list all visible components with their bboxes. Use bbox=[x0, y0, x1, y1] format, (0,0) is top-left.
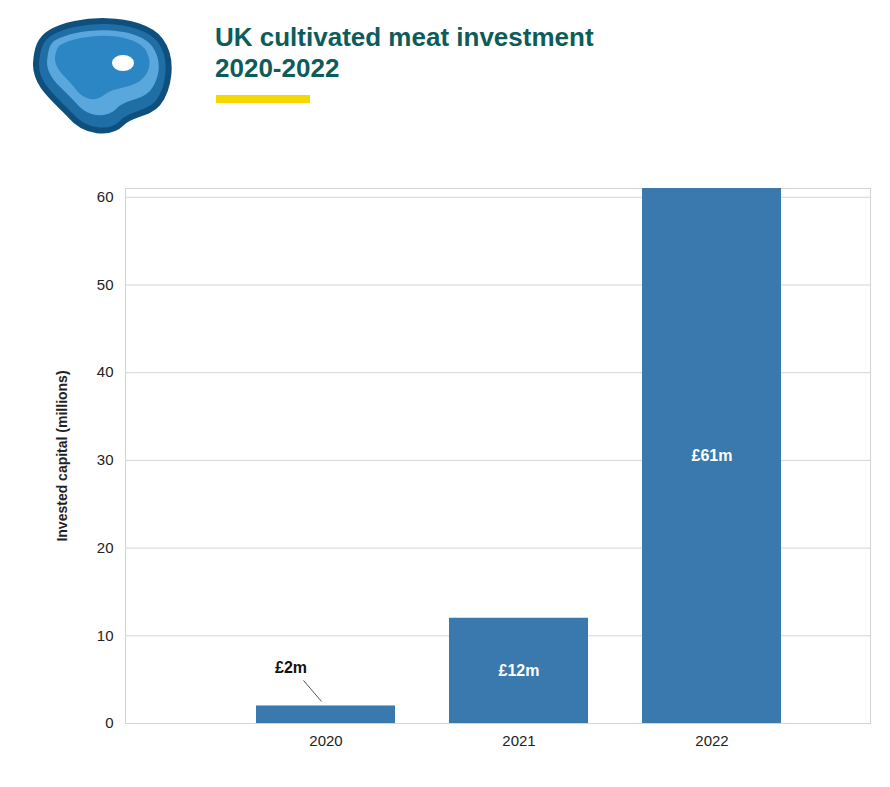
svg-text:0: 0 bbox=[105, 714, 113, 731]
svg-text:40: 40 bbox=[97, 363, 114, 380]
svg-text:£12m: £12m bbox=[499, 662, 540, 679]
svg-text:60: 60 bbox=[97, 188, 114, 205]
svg-text:£61m: £61m bbox=[692, 447, 733, 464]
svg-text:2022: 2022 bbox=[695, 732, 728, 749]
svg-text:10: 10 bbox=[97, 627, 114, 644]
svg-text:20: 20 bbox=[97, 539, 114, 556]
svg-text:Invested capital (millions): Invested capital (millions) bbox=[54, 370, 70, 541]
html-text:UK cultivated meat investment: UK cultivated meat investment 2020-2022 bbox=[215, 22, 594, 83]
svg-text:£2m: £2m bbox=[275, 659, 307, 676]
svg-text:2020: 2020 bbox=[309, 732, 342, 749]
svg-text:30: 30 bbox=[97, 451, 114, 468]
svg-text:50: 50 bbox=[97, 276, 114, 293]
svg-text:2021: 2021 bbox=[502, 732, 535, 749]
